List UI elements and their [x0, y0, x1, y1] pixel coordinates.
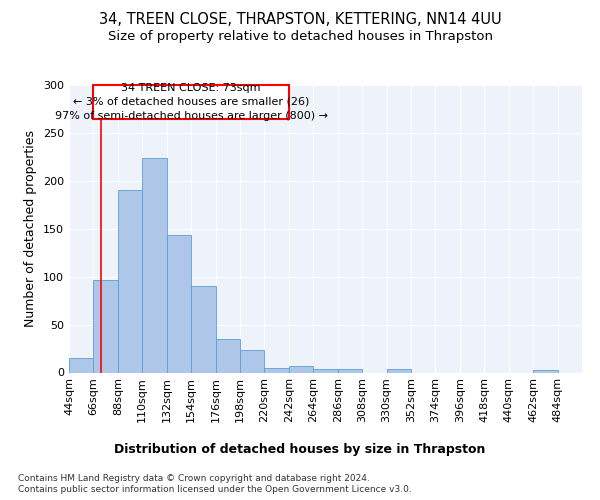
Text: 34 TREEN CLOSE: 73sqm
← 3% of detached houses are smaller (26)
97% of semi-detac: 34 TREEN CLOSE: 73sqm ← 3% of detached h… — [55, 83, 328, 121]
Bar — [338, 368, 362, 372]
Bar — [94, 280, 118, 372]
Bar — [386, 368, 411, 372]
Bar — [94, 85, 289, 118]
Bar — [265, 368, 289, 372]
Text: 34, TREEN CLOSE, THRAPSTON, KETTERING, NN14 4UU: 34, TREEN CLOSE, THRAPSTON, KETTERING, N… — [98, 12, 502, 28]
Text: Contains HM Land Registry data © Crown copyright and database right 2024.: Contains HM Land Registry data © Crown c… — [18, 474, 370, 483]
Y-axis label: Number of detached properties: Number of detached properties — [25, 130, 37, 327]
Bar — [240, 350, 265, 372]
Bar — [69, 358, 94, 372]
Bar — [118, 190, 142, 372]
Bar — [167, 236, 191, 372]
Bar — [533, 370, 557, 372]
Bar — [313, 368, 338, 372]
Bar — [142, 158, 167, 372]
Text: Contains public sector information licensed under the Open Government Licence v3: Contains public sector information licen… — [18, 485, 412, 494]
Bar — [289, 366, 313, 372]
Bar — [215, 339, 240, 372]
Text: Size of property relative to detached houses in Thrapston: Size of property relative to detached ho… — [107, 30, 493, 43]
Text: Distribution of detached houses by size in Thrapston: Distribution of detached houses by size … — [115, 442, 485, 456]
Bar — [191, 286, 215, 372]
